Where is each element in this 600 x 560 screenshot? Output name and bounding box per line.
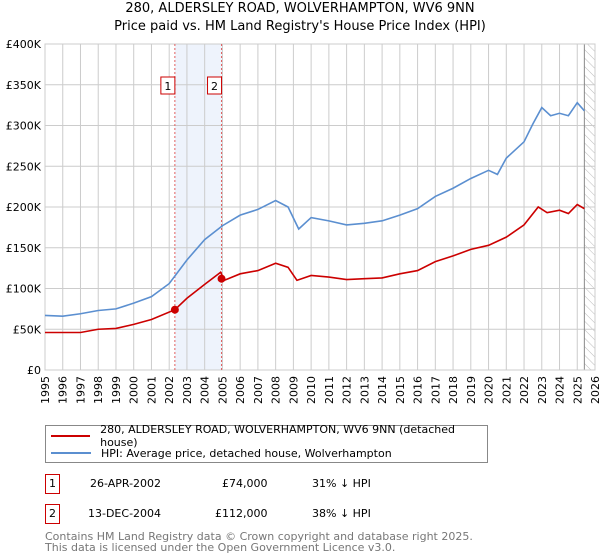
legend-label: 280, ALDERSLEY ROAD, WOLVERHAMPTON, WV6 … bbox=[100, 423, 455, 449]
x-tick-label: 2020 bbox=[483, 376, 496, 404]
legend-item-hpi: HPI: Average price, detached house, Wolv… bbox=[46, 445, 392, 461]
y-tick-label: £200K bbox=[6, 201, 42, 214]
transaction-badge: 2 bbox=[45, 504, 60, 524]
legend-label: HPI: Average price, detached house, Wolv… bbox=[101, 446, 392, 460]
x-tick-label: 1995 bbox=[39, 376, 52, 404]
legend-swatch-red bbox=[51, 435, 91, 437]
transaction-row: 2 13-DEC-2004 £112,000 38% ↓ HPI bbox=[45, 504, 445, 524]
transaction-hpi: 31% ↓ HPI bbox=[312, 477, 371, 490]
x-tick-label: 1996 bbox=[57, 376, 70, 404]
series-line bbox=[45, 203, 585, 334]
y-tick-label: £350K bbox=[6, 79, 42, 92]
sale-label-box bbox=[160, 76, 176, 95]
transaction-row: 1 26-APR-2002 £74,000 31% ↓ HPI bbox=[45, 474, 445, 494]
x-tick-label: 2023 bbox=[536, 376, 549, 404]
transaction-date: 13-DEC-2004 bbox=[88, 507, 162, 520]
transaction-price: £74,000 bbox=[222, 477, 268, 490]
x-tick-label: 2003 bbox=[181, 376, 194, 404]
x-tick-label: 2013 bbox=[358, 376, 371, 404]
transaction-badge: 1 bbox=[45, 474, 60, 494]
y-tick-label: £400K bbox=[6, 38, 42, 51]
x-tick-label: 2025 bbox=[571, 376, 584, 404]
x-tick-label: 2021 bbox=[500, 376, 513, 404]
y-tick-label: £100K bbox=[6, 283, 42, 296]
x-tick-label: 2024 bbox=[554, 376, 567, 404]
x-tick-label: 2006 bbox=[234, 376, 247, 404]
x-tick-label: 1998 bbox=[92, 376, 105, 404]
x-tick-label: 1999 bbox=[110, 376, 123, 404]
x-tick-label: 2010 bbox=[305, 376, 318, 404]
x-tick-label: 2001 bbox=[145, 376, 158, 404]
x-tick-label: 2017 bbox=[429, 376, 442, 404]
x-tick-label: 2002 bbox=[163, 376, 176, 404]
x-tick-label: 2026 bbox=[589, 376, 600, 404]
y-tick-label: £50K bbox=[13, 323, 42, 336]
footer: Contains HM Land Registry data © Crown c… bbox=[45, 531, 473, 553]
legend-item-property: 280, ALDERSLEY ROAD, WOLVERHAMPTON, WV6 … bbox=[46, 423, 487, 449]
x-tick-label: 2018 bbox=[447, 376, 460, 404]
y-tick-label: £150K bbox=[6, 242, 42, 255]
chart-subtitle: Price paid vs. HM Land Registry's House … bbox=[114, 19, 486, 34]
transaction-price: £112,000 bbox=[215, 507, 268, 520]
footer-line: Contains HM Land Registry data © Crown c… bbox=[45, 530, 473, 543]
x-tick-label: 2007 bbox=[252, 376, 265, 404]
sale-label-box bbox=[207, 76, 223, 95]
sale-label: 2 bbox=[211, 80, 218, 93]
footer-line: This data is licensed under the Open Gov… bbox=[45, 541, 396, 554]
x-tick-label: 2016 bbox=[412, 376, 425, 404]
x-tick-label: 2011 bbox=[323, 376, 336, 404]
x-tick-label: 2022 bbox=[518, 376, 531, 404]
plot-frame bbox=[44, 43, 596, 371]
series-line bbox=[44, 101, 585, 318]
y-tick-label: £0 bbox=[27, 364, 41, 377]
y-tick-label: £250K bbox=[6, 160, 42, 173]
x-tick-label: 2009 bbox=[287, 376, 300, 404]
sale-label: 1 bbox=[164, 80, 171, 93]
x-tick-label: 2019 bbox=[465, 376, 478, 404]
chart-title: 280, ALDERSLEY ROAD, WOLVERHAMPTON, WV6 … bbox=[125, 1, 475, 16]
sale-point bbox=[170, 305, 179, 314]
price-chart: 1995 1996 1997 1998 1999 2000 2001 2002 2003 2004… bbox=[6, 38, 600, 404]
x-tick-label: 2015 bbox=[394, 376, 407, 404]
x-tick-label: 2014 bbox=[376, 376, 389, 404]
sale-point bbox=[217, 274, 226, 283]
legend: 280, ALDERSLEY ROAD, WOLVERHAMPTON, WV6 … bbox=[45, 423, 488, 463]
legend-swatch-blue bbox=[51, 452, 91, 454]
x-tick-label: 1997 bbox=[74, 376, 87, 404]
x-tick-label: 2004 bbox=[199, 376, 212, 404]
x-tick-label: 2008 bbox=[270, 376, 283, 404]
x-tick-label: 2012 bbox=[341, 376, 354, 404]
y-tick-label: £300K bbox=[6, 120, 42, 133]
x-tick-label: 2000 bbox=[128, 376, 141, 404]
transaction-date: 26-APR-2002 bbox=[90, 477, 162, 490]
x-tick-label: 2005 bbox=[216, 376, 229, 404]
transaction-hpi: 38% ↓ HPI bbox=[312, 507, 371, 520]
